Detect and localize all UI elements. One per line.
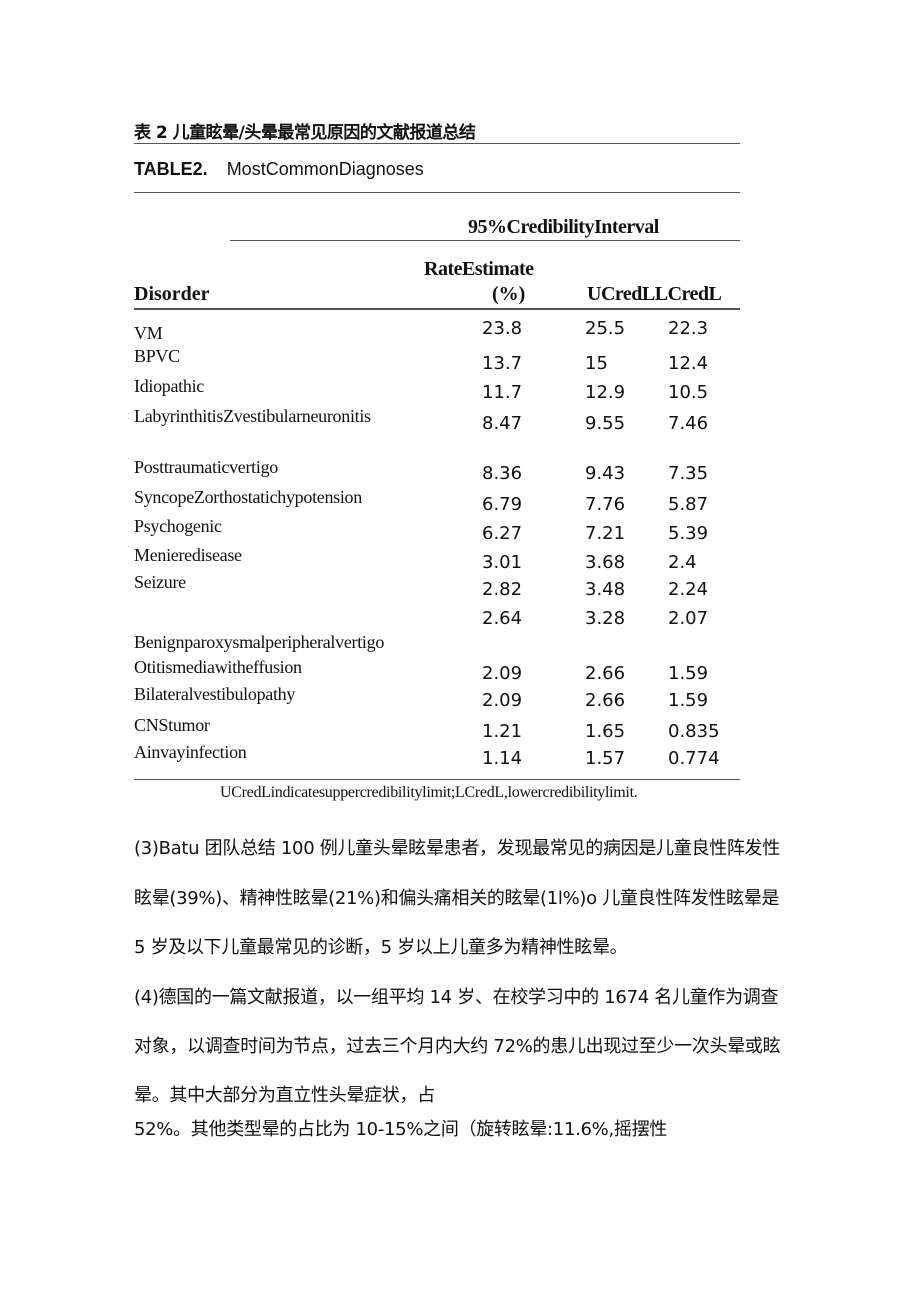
rate-header-line1: RateEstimate	[424, 258, 534, 280]
credibility-interval-header: 95%CredibilityInterval	[468, 216, 659, 238]
rate-estimate-cell: 6.27	[482, 523, 523, 544]
lower-limit-cell: 7.46	[668, 413, 709, 434]
disorder-label: Psychogenic	[134, 516, 222, 536]
lower-limit-cell: 5.87	[668, 494, 709, 515]
rate-estimate-cell: 8.47	[482, 413, 523, 434]
disorder-header: Disorder	[134, 283, 210, 305]
disorder-label: Menieredisease	[134, 545, 242, 565]
divider	[134, 192, 740, 193]
lower-limit-cell: 1.59	[668, 690, 709, 711]
rate-estimate-cell: 1.14	[482, 748, 523, 769]
upper-limit-cell: 2.66	[585, 690, 626, 711]
paragraph-line: 眩晕(39%)、精神性眩晕(21%)和偏头痛相关的眩晕(1l%)o 儿童良性阵发…	[134, 888, 780, 909]
upper-limit-cell: 3.48	[585, 579, 626, 600]
divider	[230, 240, 740, 241]
paragraph-line: 5 岁及以下儿童最常见的诊断，5 岁以上儿童多为精神性眩晕。	[134, 937, 628, 958]
lower-limit-cell: 2.07	[668, 608, 709, 629]
paragraph-line: 晕。其中大部分为直立性头晕症状，占	[134, 1085, 435, 1106]
disorder-label: Seizure	[134, 572, 186, 592]
paragraph-line: 对象，以调查时间为节点，过去三个月内大约 72%的患儿出现过至少一次头晕或眩	[134, 1036, 781, 1057]
upper-limit-cell: 1.57	[585, 748, 626, 769]
rate-estimate-cell: 8.36	[482, 463, 523, 484]
lower-limit-cell: 2.4	[668, 552, 697, 573]
disorder-label: LabyrinthitisZvestibularneuronitis	[134, 406, 371, 426]
upper-limit-cell: 7.76	[585, 494, 626, 515]
rate-estimate-cell: 2.09	[482, 663, 523, 684]
lower-limit-cell: 10.5	[668, 382, 709, 403]
divider	[134, 143, 740, 144]
paragraph-line: (3)Batu 团队总结 100 例儿童头晕眩晕患者，发现最常见的病因是儿童良性…	[134, 838, 780, 859]
rate-estimate-cell: 6.79	[482, 494, 523, 515]
rate-estimate-cell: 11.7	[482, 382, 523, 403]
disorder-label: VM	[134, 323, 163, 343]
upper-limit-cell: 25.5	[585, 318, 626, 339]
rate-estimate-cell: 1.21	[482, 721, 523, 742]
paragraph-line: 52%。其他类型晕的占比为 10-15%之间（旋转眩晕:11.6%,摇摆性	[134, 1119, 668, 1140]
chinese-table-title: 表 2 儿童眩晕/头晕最常见原因的文献报道总结	[134, 123, 476, 143]
upper-limit-cell: 3.68	[585, 552, 626, 573]
lower-limit-cell: 1.59	[668, 663, 709, 684]
lower-limit-cell: 5.39	[668, 523, 709, 544]
lower-limit-cell: 22.3	[668, 318, 709, 339]
lower-limit-cell: 2.24	[668, 579, 709, 600]
rate-header-line2: (%)	[492, 283, 526, 305]
disorder-label: BPVC	[134, 346, 180, 366]
table-label: TABLE2.	[134, 159, 208, 179]
upper-limit-cell: 3.28	[585, 608, 626, 629]
disorder-label: SyncopeZorthostatichypotension	[134, 487, 362, 507]
rate-estimate-cell: 2.09	[482, 690, 523, 711]
disorder-label: CNStumor	[134, 715, 210, 735]
rate-estimate-cell: 23.8	[482, 318, 523, 339]
rate-estimate-cell: 13.7	[482, 353, 523, 374]
disorder-label: Posttraumaticvertigo	[134, 457, 278, 477]
lower-limit-cell: 0.835	[668, 721, 720, 742]
disorder-label: Idiopathic	[134, 376, 204, 396]
disorder-label: Bilateralvestibulopathy	[134, 684, 296, 704]
upper-limit-cell: 7.21	[585, 523, 626, 544]
disorder-label: Benignparoxysmalperipheralvertigo	[134, 632, 385, 652]
rate-estimate-cell: 3.01	[482, 552, 523, 573]
divider	[134, 779, 740, 780]
upper-limit-cell: 1.65	[585, 721, 626, 742]
rate-estimate-cell: 2.64	[482, 608, 523, 629]
lower-limit-cell: 0.774	[668, 748, 720, 769]
table-footnote: UCredLindicatesuppercredibilitylimit;LCr…	[220, 784, 638, 801]
upper-limit-cell: 9.43	[585, 463, 626, 484]
ucl-lcl-header: UCredLLCredL	[587, 283, 722, 305]
lower-limit-cell: 7.35	[668, 463, 709, 484]
upper-limit-cell: 15	[585, 353, 608, 374]
rate-estimate-cell: 2.82	[482, 579, 523, 600]
table-caption: TABLE2. MostCommonDiagnoses	[134, 159, 424, 180]
lower-limit-cell: 12.4	[668, 353, 709, 374]
divider	[134, 308, 740, 310]
disorder-label: Ainvayinfection	[134, 742, 247, 762]
upper-limit-cell: 12.9	[585, 382, 626, 403]
upper-limit-cell: 9.55	[585, 413, 626, 434]
upper-limit-cell: 2.66	[585, 663, 626, 684]
disorder-label: Otitismediawitheffusion	[134, 657, 302, 677]
paragraph-line: (4)德国的一篇文献报道，以一组平均 14 岁、在校学习中的 1674 名儿童作…	[134, 987, 779, 1008]
table-title: MostCommonDiagnoses	[226, 159, 424, 179]
